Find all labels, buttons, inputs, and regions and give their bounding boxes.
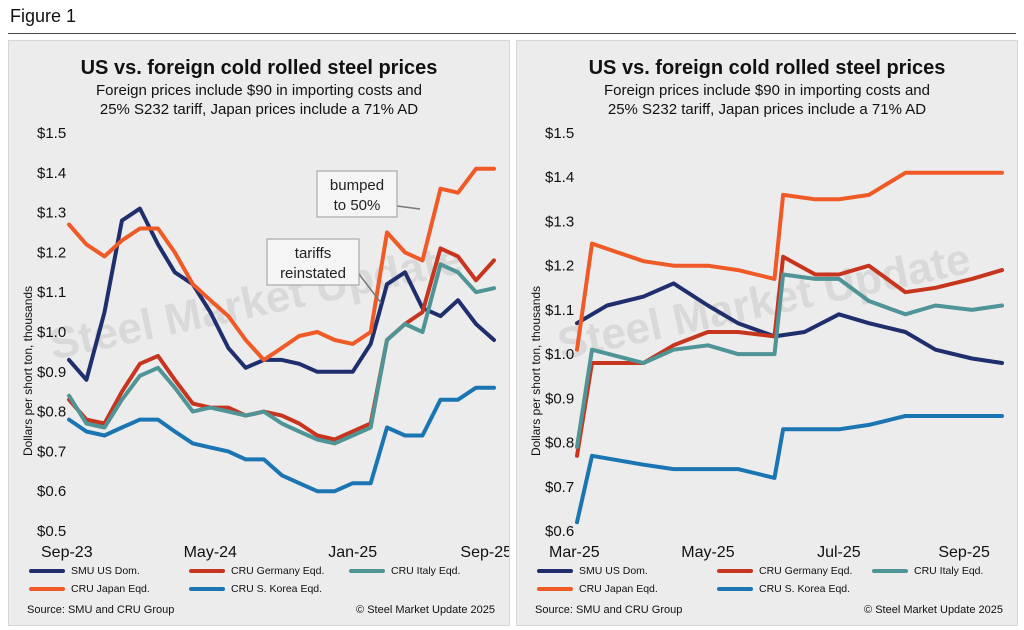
legend-item-italy: CRU Italy Eqd. [349, 565, 460, 577]
y-tick-label: $0.9 [37, 364, 66, 381]
legend-label: CRU Italy Eqd. [391, 565, 461, 577]
legend-label: CRU Germany Eqd. [231, 565, 325, 577]
callout-box [266, 238, 360, 286]
legend-swatch [29, 587, 65, 591]
x-tick-label: Sep-23 [41, 544, 93, 561]
x-tick-label: Jul-25 [817, 544, 861, 561]
chart-panel-long-term: US vs. foreign cold rolled steel prices … [8, 40, 510, 626]
chart-panel-recent: US vs. foreign cold rolled steel prices … [516, 40, 1018, 626]
y-tick-label: $1.2 [545, 258, 574, 275]
y-tick-label: $0.8 [37, 404, 66, 421]
series-line-cru-japan-eqd [67, 166, 496, 362]
callout-text: reinstated [280, 265, 346, 282]
legend-swatch [349, 569, 385, 573]
x-tick-label: Sep-25 [460, 544, 509, 561]
x-tick-label: Mar-25 [549, 544, 600, 561]
series-line-cru-s-korea-eqd [67, 385, 496, 494]
subtitle-line-2: 25% S232 tariff, Japan prices include a … [99, 101, 419, 118]
x-tick-label: May-25 [681, 544, 734, 561]
chart-legend: SMU US Dom. CRU Germany Eqd. CRU Italy E… [537, 561, 1007, 601]
subtitle-line-2: 25% S232 tariff, Japan prices include a … [607, 101, 927, 118]
legend-item-germany: CRU Germany Eqd. [717, 565, 852, 577]
legend-item-italy: CRU Italy Eqd. [872, 565, 983, 577]
chart-legend: SMU US Dom. CRU Germany Eqd. CRU Italy E… [29, 561, 499, 601]
legend-item-japan: CRU Japan Eqd. [29, 583, 150, 595]
legend-swatch [29, 569, 65, 573]
legend-item-germany: CRU Germany Eqd. [189, 565, 324, 577]
y-tick-label: $1.1 [545, 302, 574, 319]
y-tick-label: $1.5 [37, 125, 66, 142]
figure-label: Figure 1 [10, 6, 77, 26]
legend-swatch [537, 569, 573, 573]
y-tick-label: $1.1 [37, 284, 66, 301]
legend-label: CRU Japan Eqd. [71, 583, 150, 595]
legend-item-smu-us: SMU US Dom. [29, 565, 140, 577]
y-tick-label: $0.9 [545, 390, 574, 407]
legend-swatch [537, 587, 573, 591]
copyright-note: © Steel Market Update 2025 [356, 604, 495, 616]
y-tick-label: $1.5 [545, 125, 574, 142]
line-chart: Steel Market Update$0.5$0.6$0.7$0.8$0.9$… [37, 125, 509, 561]
callout-leader [396, 205, 421, 210]
y-tick-label: $0.8 [545, 435, 574, 452]
y-tick-label: $1.0 [37, 324, 66, 341]
legend-swatch [872, 569, 908, 573]
y-tick-label: $1.4 [37, 165, 66, 182]
legend-label: SMU US Dom. [71, 565, 140, 577]
y-tick-label: $1.4 [545, 169, 574, 186]
y-tick-label: $0.5 [37, 523, 66, 540]
legend-item-korea: CRU S. Korea Eqd. [717, 583, 850, 595]
x-tick-label: Sep-25 [938, 544, 990, 561]
legend-label: CRU Japan Eqd. [579, 583, 658, 595]
callout-text: tariffs [295, 245, 331, 262]
legend-swatch [189, 569, 225, 573]
legend-swatch [189, 587, 225, 591]
y-tick-label: $0.7 [37, 443, 66, 460]
legend-item-smu-us: SMU US Dom. [537, 565, 648, 577]
callout-box [316, 170, 398, 218]
line-chart: Steel Market Update$0.6$0.7$0.8$0.9$1.0$… [545, 125, 1004, 561]
chart-title: US vs. foreign cold rolled steel prices [80, 57, 438, 79]
callout-leader [358, 273, 382, 304]
callout-text: bumped [330, 177, 384, 194]
chart-subtitle: Foreign prices include $90 in importing … [9, 81, 509, 119]
legend-label: CRU S. Korea Eqd. [231, 583, 323, 595]
legend-swatch [717, 569, 753, 573]
x-tick-label: May-24 [184, 544, 237, 561]
chart-title: US vs. foreign cold rolled steel prices [588, 57, 946, 79]
series-line-cru-japan-eqd [575, 170, 1004, 352]
subtitle-line-1: Foreign prices include $90 in importing … [603, 82, 930, 99]
source-note: Source: SMU and CRU Group [27, 604, 175, 616]
legend-label: CRU S. Korea Eqd. [759, 583, 851, 595]
x-tick-label: Jan-25 [328, 544, 377, 561]
y-tick-label: $1.3 [37, 205, 66, 222]
copyright-note: © Steel Market Update 2025 [864, 604, 1003, 616]
legend-swatch [717, 587, 753, 591]
y-tick-label: $0.6 [545, 523, 574, 540]
legend-label: CRU Germany Eqd. [759, 565, 853, 577]
y-tick-label: $0.6 [37, 483, 66, 500]
legend-label: SMU US Dom. [579, 565, 648, 577]
series-line-smu-us-dom [575, 281, 1004, 365]
series-line-cru-italy-eqd [67, 262, 496, 446]
source-note: Source: SMU and CRU Group [535, 604, 683, 616]
y-tick-label: $1.3 [545, 213, 574, 230]
y-tick-label: $0.7 [545, 479, 574, 496]
y-tick-label: $1.2 [37, 244, 66, 261]
legend-item-korea: CRU S. Korea Eqd. [189, 583, 322, 595]
callout-text: to 50% [334, 197, 381, 214]
legend-item-japan: CRU Japan Eqd. [537, 583, 658, 595]
legend-label: CRU Italy Eqd. [914, 565, 984, 577]
series-line-cru-s-korea-eqd [575, 414, 1004, 525]
y-tick-label: $1.0 [545, 346, 574, 363]
series-line-cru-germany-eqd [67, 246, 496, 442]
series-line-cru-italy-eqd [575, 272, 1004, 449]
chart-subtitle: Foreign prices include $90 in importing … [517, 81, 1017, 119]
subtitle-line-1: Foreign prices include $90 in importing … [95, 82, 422, 99]
figure-divider [8, 33, 1016, 34]
